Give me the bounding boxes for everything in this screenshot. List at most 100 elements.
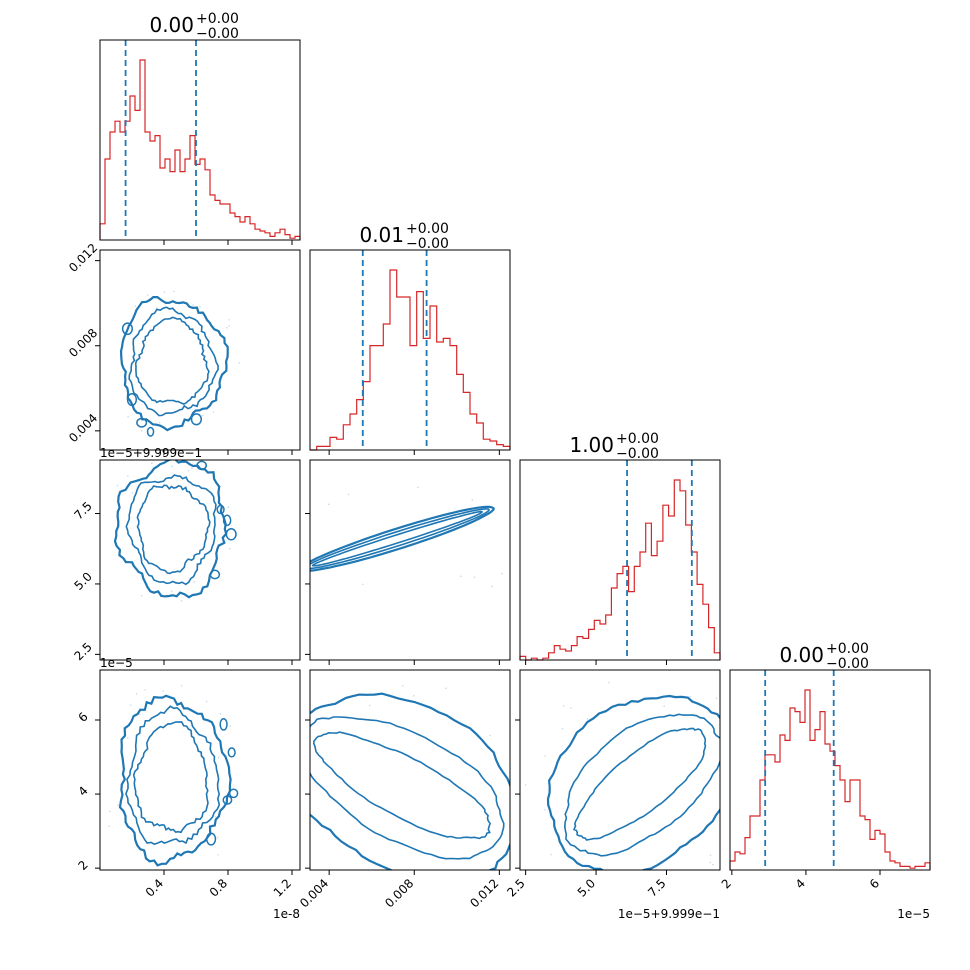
scatter-point (699, 872, 701, 874)
contour-lines (218, 486, 503, 588)
x-tick-label-p1: 0.004 (297, 876, 331, 910)
axes-frame (99, 669, 301, 871)
y-tick-label-p1: 0.004 (66, 411, 100, 445)
hist-panel-p0: 0.00 +0.00−0.00 (99, 11, 301, 240)
scatter-point (362, 583, 364, 586)
axes-0-0 (99, 39, 301, 245)
scatter-point (191, 467, 193, 470)
contour-lines (310, 685, 577, 889)
axes-frame (729, 669, 931, 871)
contour-satellite (126, 393, 138, 407)
scatter-point (712, 863, 714, 866)
y-tick-label-p1: 0.012 (66, 241, 100, 275)
contour-level-1 (128, 306, 219, 417)
title-minus-p0: −0.00 (196, 26, 239, 42)
scatter-point (193, 581, 195, 583)
scatter-point (187, 469, 190, 472)
contour-satellite (225, 527, 237, 541)
scatter-point (401, 685, 404, 687)
hist-panel-p1: 0.01 +0.00−0.00 (310, 221, 511, 451)
x-tick-label-p3: 4 (793, 876, 808, 891)
contour-level-0 (572, 727, 707, 841)
contour-level-0 (134, 316, 210, 405)
scatter-point (573, 790, 575, 792)
title-value-p0: 0.00 (149, 13, 194, 37)
axes-frame (309, 249, 511, 451)
contour-panel-p2-p3 (524, 681, 720, 874)
scatter-point (192, 304, 194, 307)
hist-panel-p2: 1.00 +0.00−0.00 (519, 431, 721, 661)
axes-1-1 (309, 249, 511, 455)
scatter-point (140, 429, 143, 432)
title-value-p3: 0.00 (779, 643, 824, 667)
contour-level-0 (312, 731, 491, 840)
scatter-point (127, 736, 129, 739)
scatter-point (524, 784, 527, 786)
contour-panel-p0-p1 (119, 290, 241, 437)
axes-3-0: 0.4 0.8 1.2 2 4 6 1e−5 1e-8 (76, 656, 301, 921)
scatter-point (229, 725, 232, 727)
contour-lines (113, 460, 237, 602)
y-offset-text-p3: 1e−5 (100, 656, 133, 670)
scatter-point (307, 507, 309, 509)
x-offset-text-p2: 1e−5+9.999e−1 (618, 907, 720, 921)
scatter-point (562, 705, 565, 707)
scatter-point (413, 695, 415, 697)
scatter-point (471, 499, 474, 502)
scatter-point (347, 493, 350, 496)
contour-satellite (196, 460, 208, 471)
scatter-point (226, 326, 228, 329)
scatter-point (448, 887, 450, 889)
axes-frame (99, 459, 301, 661)
contour-satellite (227, 747, 236, 758)
scatter-point (238, 361, 241, 364)
scatter-point (180, 600, 183, 602)
scatter-point (228, 319, 230, 321)
axes-3-3: 2 4 6 1e−5 (719, 669, 931, 921)
scatter-point (162, 690, 165, 692)
x-tick-label-p1: 0.012 (467, 876, 501, 910)
contour-level-2 (310, 692, 510, 870)
scatter-point (489, 734, 491, 737)
x-offset-text-p3: 1e−5 (897, 907, 930, 921)
hist-step-p3 (729, 689, 931, 870)
scatter-point (575, 786, 577, 788)
x-tick-label-p2: 7.5 (645, 876, 668, 899)
contour-satellite (136, 417, 148, 428)
corner-panels: 0.00 +0.00−0.000.01 +0.00−0.001.00 +0.00−0.… (66, 11, 931, 921)
x-offset-text-p0: 1e-8 (273, 907, 300, 921)
x-tick-label-p0: 0.8 (207, 876, 230, 899)
scatter-point (715, 697, 718, 700)
hist-step-p1 (310, 269, 511, 451)
scatter-point (218, 551, 220, 553)
scatter-point (163, 291, 166, 294)
contour-level-2 (119, 296, 229, 432)
contour-satellite (209, 569, 221, 580)
contour-panel-p0-p2 (113, 460, 237, 602)
scatter-point (171, 465, 174, 468)
x-tick-label-p2: 2.5 (504, 876, 527, 899)
title-plus-p3: +0.00 (826, 641, 869, 657)
scatter-point (127, 475, 129, 477)
scatter-point (199, 306, 201, 308)
scatter-point (217, 853, 219, 856)
axes-2-2 (519, 459, 721, 665)
scatter-point (138, 713, 141, 716)
scatter-point (116, 484, 119, 487)
y-tick-label-p3: 2 (76, 858, 91, 873)
contour-lines (524, 681, 720, 874)
scatter-point (170, 590, 173, 593)
scatter-point (217, 756, 220, 759)
scatter-point (131, 492, 134, 494)
scatter-point (327, 503, 330, 506)
scatter-point (144, 689, 146, 691)
scatter-point (248, 554, 250, 556)
contour-level-1 (310, 716, 505, 860)
scatter-point (561, 727, 564, 730)
contour-panel-p1-p3 (310, 685, 577, 889)
hist-panel-p3: 0.00 +0.00−0.00 (729, 641, 931, 870)
scatter-point (460, 575, 462, 578)
axes-frame (519, 669, 721, 871)
title-plus-p2: +0.00 (616, 431, 659, 447)
axes-frame (99, 39, 301, 241)
